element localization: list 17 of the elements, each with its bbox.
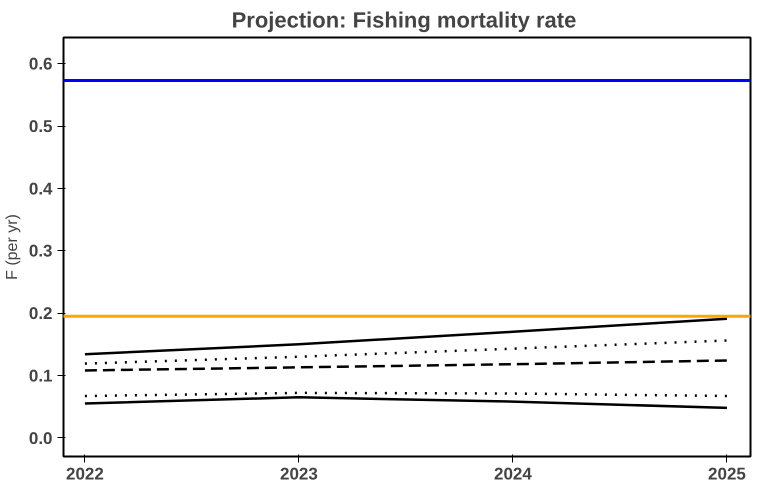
y-tick-label: 0.3 [28, 242, 53, 261]
y-tick-label: 0.4 [28, 179, 54, 198]
line-series [84, 359, 728, 372]
x-tick-label: 2025 [708, 464, 746, 484]
x-tick-label: 2024 [494, 464, 532, 484]
y-tick-label: 0.0 [28, 428, 53, 448]
y-tick-label: 0.5 [28, 117, 53, 136]
x-tick-label: 2022 [66, 464, 104, 484]
chart-title: Projection: Fishing mortality rate [232, 8, 576, 32]
y-tick-label: 0.2 [28, 304, 53, 324]
y-tick-label: 0.6 [28, 54, 53, 74]
x-tick-label: 2023 [280, 464, 318, 484]
y-axis-title: F (per yr) [4, 214, 21, 280]
line-series [84, 339, 728, 365]
line-series [84, 317, 728, 356]
y-tick-label: 0.1 [28, 366, 53, 386]
line-series [84, 396, 728, 410]
